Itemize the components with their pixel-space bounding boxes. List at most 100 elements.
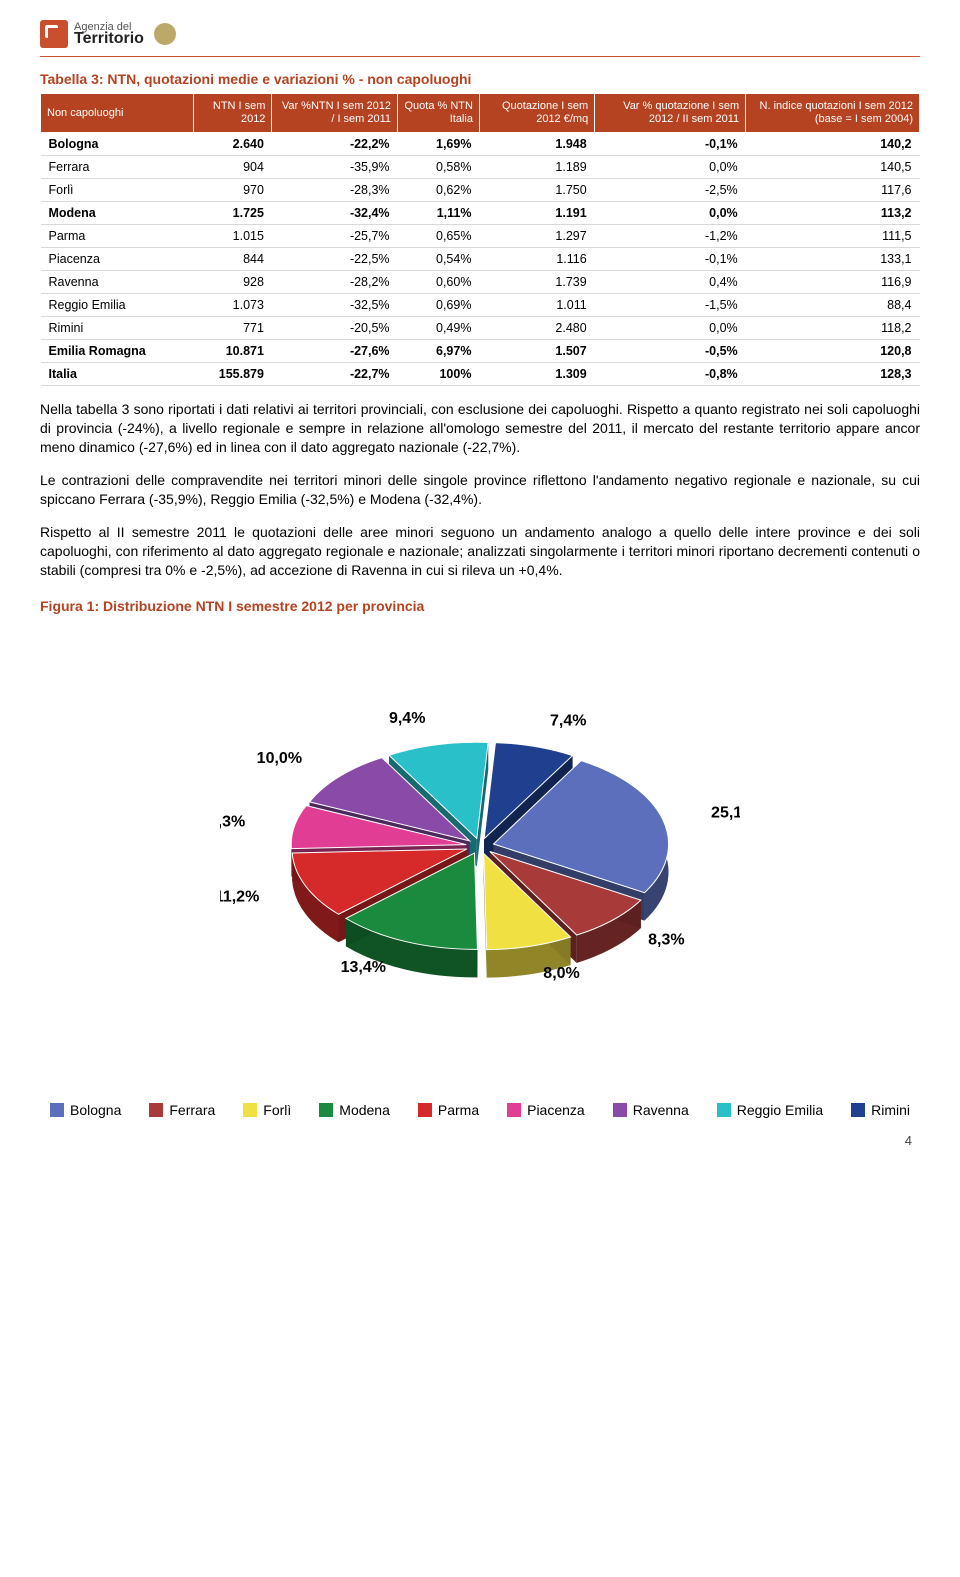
- legend-swatch: [717, 1103, 731, 1117]
- cell: -0,1%: [595, 248, 746, 271]
- legend-swatch: [418, 1103, 432, 1117]
- cell: 1.725: [194, 202, 272, 225]
- legend-swatch: [613, 1103, 627, 1117]
- cell: 1.297: [479, 225, 594, 248]
- column-header: Quota % NTN Italia: [398, 94, 480, 133]
- cell: -28,3%: [272, 179, 398, 202]
- legend-swatch: [149, 1103, 163, 1117]
- logo-mark: [40, 20, 68, 48]
- table-row: Modena1.725-32,4%1,11%1.1910,0%113,2: [41, 202, 920, 225]
- cell: Reggio Emilia: [41, 294, 194, 317]
- cell: 1.191: [479, 202, 594, 225]
- legend-item: Reggio Emilia: [717, 1102, 823, 1118]
- table-row: Parma1.015-25,7%0,65%1.297-1,2%111,5: [41, 225, 920, 248]
- cell: -1,5%: [595, 294, 746, 317]
- cell: 1.189: [479, 156, 594, 179]
- cell: 118,2: [746, 317, 920, 340]
- legend-swatch: [243, 1103, 257, 1117]
- cell: 0,49%: [398, 317, 480, 340]
- table-header: Non capoluoghiNTN I sem 2012Var %NTN I s…: [41, 94, 920, 133]
- cell: 1.948: [479, 133, 594, 156]
- pie-slice-label: 8,3%: [648, 931, 684, 948]
- cell: 88,4: [746, 294, 920, 317]
- cell: Bologna: [41, 133, 194, 156]
- cell: 1,69%: [398, 133, 480, 156]
- pie-slice-label: 7,4%: [550, 712, 586, 729]
- cell: -25,7%: [272, 225, 398, 248]
- legend-label: Modena: [339, 1102, 390, 1118]
- cell: 0,54%: [398, 248, 480, 271]
- legend-label: Reggio Emilia: [737, 1102, 823, 1118]
- table-row: Ferrara904-35,9%0,58%1.1890,0%140,5: [41, 156, 920, 179]
- column-header: Var % quotazione I sem 2012 / II sem 201…: [595, 94, 746, 133]
- table-row: Forlì970-28,3%0,62%1.750-2,5%117,6: [41, 179, 920, 202]
- cell: 0,58%: [398, 156, 480, 179]
- cell: Forlì: [41, 179, 194, 202]
- figure-title: Figura 1: Distribuzione NTN I semestre 2…: [40, 598, 920, 614]
- legend-swatch: [50, 1103, 64, 1117]
- cell: 140,5: [746, 156, 920, 179]
- cell: 1.750: [479, 179, 594, 202]
- cell: 133,1: [746, 248, 920, 271]
- legend-swatch: [507, 1103, 521, 1117]
- cell: 0,4%: [595, 271, 746, 294]
- legend-item: Modena: [319, 1102, 390, 1118]
- data-table: Non capoluoghiNTN I sem 2012Var %NTN I s…: [40, 93, 920, 386]
- table-row: Ravenna928-28,2%0,60%1.7390,4%116,9: [41, 271, 920, 294]
- cell: 1.011: [479, 294, 594, 317]
- pie-slice-label: 11,2%: [220, 888, 259, 905]
- logo-text: Agenzia del Territorio: [74, 21, 144, 48]
- cell: 120,8: [746, 340, 920, 363]
- column-header: Var %NTN I sem 2012 / I sem 2011: [272, 94, 398, 133]
- table-row: Piacenza844-22,5%0,54%1.116-0,1%133,1: [41, 248, 920, 271]
- cell: 1.116: [479, 248, 594, 271]
- legend-item: Parma: [418, 1102, 479, 1118]
- legend-label: Parma: [438, 1102, 479, 1118]
- legend-item: Ravenna: [613, 1102, 689, 1118]
- table-row: Emilia Romagna10.871-27,6%6,97%1.507-0,5…: [41, 340, 920, 363]
- pie-slice-label: 25,1%: [711, 804, 740, 821]
- cell: Ravenna: [41, 271, 194, 294]
- table-row: Reggio Emilia1.073-32,5%0,69%1.011-1,5%8…: [41, 294, 920, 317]
- cell: -22,7%: [272, 363, 398, 386]
- legend-item: Rimini: [851, 1102, 910, 1118]
- cell: -32,4%: [272, 202, 398, 225]
- cell: 0,65%: [398, 225, 480, 248]
- table-row: Italia155.879-22,7%100%1.309-0,8%128,3: [41, 363, 920, 386]
- pie-slice-label: 13,4%: [341, 958, 386, 975]
- legend-item: Ferrara: [149, 1102, 215, 1118]
- cell: 128,3: [746, 363, 920, 386]
- cell: -28,2%: [272, 271, 398, 294]
- cell: Rimini: [41, 317, 194, 340]
- legend-label: Bologna: [70, 1102, 121, 1118]
- page-number: 4: [905, 1133, 912, 1148]
- cell: -1,2%: [595, 225, 746, 248]
- cell: 155.879: [194, 363, 272, 386]
- pie-slice-label: 7,3%: [220, 813, 245, 830]
- legend-label: Rimini: [871, 1102, 910, 1118]
- cell: -20,5%: [272, 317, 398, 340]
- cell: 116,9: [746, 271, 920, 294]
- cell: 100%: [398, 363, 480, 386]
- table-title: Tabella 3: NTN, quotazioni medie e varia…: [40, 71, 920, 87]
- cell: 1.015: [194, 225, 272, 248]
- cell: -32,5%: [272, 294, 398, 317]
- cell: -27,6%: [272, 340, 398, 363]
- cell: Ferrara: [41, 156, 194, 179]
- legend-label: Forlì: [263, 1102, 291, 1118]
- header-logo: Agenzia del Territorio: [40, 20, 920, 48]
- cell: 0,0%: [595, 156, 746, 179]
- legend-item: Forlì: [243, 1102, 291, 1118]
- column-header: NTN I sem 2012: [194, 94, 272, 133]
- cell: 0,69%: [398, 294, 480, 317]
- cell: 113,2: [746, 202, 920, 225]
- pie-slice-label: 10,0%: [257, 750, 302, 767]
- header-divider: [40, 56, 920, 57]
- cell: -2,5%: [595, 179, 746, 202]
- legend-label: Ravenna: [633, 1102, 689, 1118]
- cell: 844: [194, 248, 272, 271]
- cell: Italia: [41, 363, 194, 386]
- cell: Modena: [41, 202, 194, 225]
- cell: 111,5: [746, 225, 920, 248]
- cell: Piacenza: [41, 248, 194, 271]
